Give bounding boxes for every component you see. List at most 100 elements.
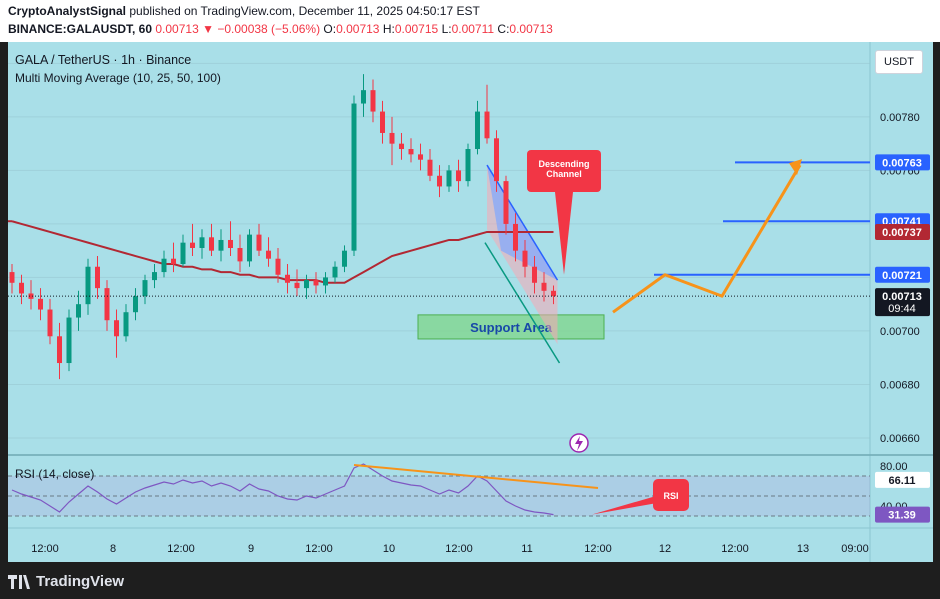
time-axis-tick-label: 12:00 [721, 543, 749, 555]
projection-arrowhead [789, 159, 802, 176]
candle-body [180, 242, 186, 265]
chart-header: CryptoAnalystSignal published on Trading… [0, 0, 940, 42]
candle-body [304, 280, 309, 289]
time-axis-tick-label: 12:00 [31, 543, 59, 555]
candle-body [313, 280, 319, 286]
time-axis-tick-label: 8 [110, 543, 116, 555]
candle-body [285, 274, 290, 283]
price-badge-text: 0.00713 [882, 291, 922, 303]
rsi-badge [875, 506, 930, 523]
candle-body [389, 132, 395, 144]
candle-body [323, 277, 328, 286]
price-axis-tick-label: 0.00660 [880, 433, 920, 445]
candle-body [380, 111, 385, 133]
time-axis-tick-label: 11 [521, 543, 532, 555]
candle-body [475, 111, 480, 150]
candle-body [275, 258, 281, 275]
candle-body [47, 309, 53, 337]
tradingview-logo[interactable]: TradingView [8, 573, 124, 590]
candle-body [218, 239, 224, 251]
candle-body [427, 159, 433, 176]
candle-body [551, 290, 556, 297]
candle-body [209, 237, 214, 251]
candle-body [142, 280, 148, 297]
support-area-label: Support Area [470, 320, 553, 335]
header-line-2: BINANCE:GALAUSDT, 60 0.00713 ▼ −0.00038 … [8, 22, 553, 36]
candle-body [294, 282, 300, 289]
candle-body [503, 181, 509, 224]
candle-body [199, 237, 205, 248]
price-badge [875, 154, 930, 171]
candle-body [57, 336, 62, 364]
rsi-label[interactable]: RSI (14, close) [15, 467, 95, 481]
candle-body [342, 250, 347, 267]
candle-body [247, 234, 252, 262]
candle-body [465, 149, 471, 182]
tradingview-logo-icon [8, 574, 30, 589]
candle-body [437, 175, 442, 187]
change-text: −0.00038 (−5.06%) [217, 22, 321, 36]
last-value: 0.00713 [155, 22, 199, 36]
candle-body [9, 272, 15, 283]
time-axis-tick-label: 12:00 [305, 543, 333, 555]
time-axis-tick-label: 09:00 [841, 543, 869, 555]
candle-body [522, 250, 528, 267]
callout-box [527, 150, 601, 192]
rsi-axis-tick-label: 80.00 [880, 461, 908, 473]
rsi-callout-text: RSI [663, 491, 678, 501]
tradingview-brand: TradingView [36, 573, 125, 590]
currency-selector[interactable]: USDT [875, 50, 923, 74]
candle-body [66, 317, 72, 364]
time-axis-tick-label: 12:00 [584, 543, 612, 555]
symbol-title[interactable]: GALA / TetherUS · 1h · Binance [15, 53, 192, 67]
candle-body [351, 103, 357, 251]
callout-text-line: Channel [546, 169, 582, 179]
candle-body [532, 266, 537, 283]
candle-body [76, 304, 81, 318]
candle-body [190, 242, 195, 248]
candle-body [484, 111, 490, 139]
time-axis-tick-label: 12 [659, 543, 671, 555]
candle-body [332, 266, 338, 278]
lightning-icon-bolt [575, 436, 583, 451]
candle-body [152, 272, 157, 281]
close-label: C: [497, 22, 510, 36]
rsi-callout-box [653, 479, 689, 511]
candle-body [19, 282, 24, 294]
rsi-line [11, 463, 554, 516]
change-arrow: ▼ [202, 22, 214, 36]
time-axis-tick-label: 13 [797, 543, 809, 555]
price-axis-tick-label: 0.00700 [880, 326, 920, 338]
price-badge-countdown: 09:44 [888, 303, 916, 315]
candle-body [104, 288, 110, 321]
chart-canvas[interactable]: 0.008000.007800.007600.007400.007200.007… [8, 42, 933, 562]
candle-body [266, 250, 271, 259]
candle-body [408, 149, 414, 155]
candle-body [237, 248, 243, 262]
candle-body [256, 234, 262, 251]
callout-pointer [555, 192, 573, 275]
publisher-name[interactable]: CryptoAnalystSignal [8, 4, 127, 18]
lightning-icon [569, 433, 589, 453]
high-label: H: [382, 22, 395, 36]
rsi-badge [875, 471, 930, 488]
candle-body [38, 298, 43, 310]
price-badge-text: 0.00721 [882, 270, 922, 282]
candle-body [228, 239, 233, 248]
time-axis-tick-label: 10 [383, 543, 395, 555]
candle-body [513, 223, 518, 251]
rsi-divergence-line [353, 464, 599, 489]
candle-body [418, 154, 423, 160]
header-line-1: CryptoAnalystSignal published on Trading… [8, 4, 480, 18]
channel-upper-line [486, 164, 559, 281]
candle-body [133, 296, 138, 313]
price-badge [875, 223, 930, 240]
chart-frame[interactable]: 0.008000.007800.007600.007400.007200.007… [8, 42, 933, 562]
candle-body [541, 282, 547, 291]
support-area-box [417, 314, 605, 340]
time-axis-tick-label: 9 [248, 543, 254, 555]
rsi-badge-text: 66.11 [889, 475, 916, 487]
indicator-label[interactable]: Multi Moving Average (10, 25, 50, 100) [15, 71, 221, 85]
candle-body [446, 170, 452, 187]
candle-body [95, 266, 100, 289]
